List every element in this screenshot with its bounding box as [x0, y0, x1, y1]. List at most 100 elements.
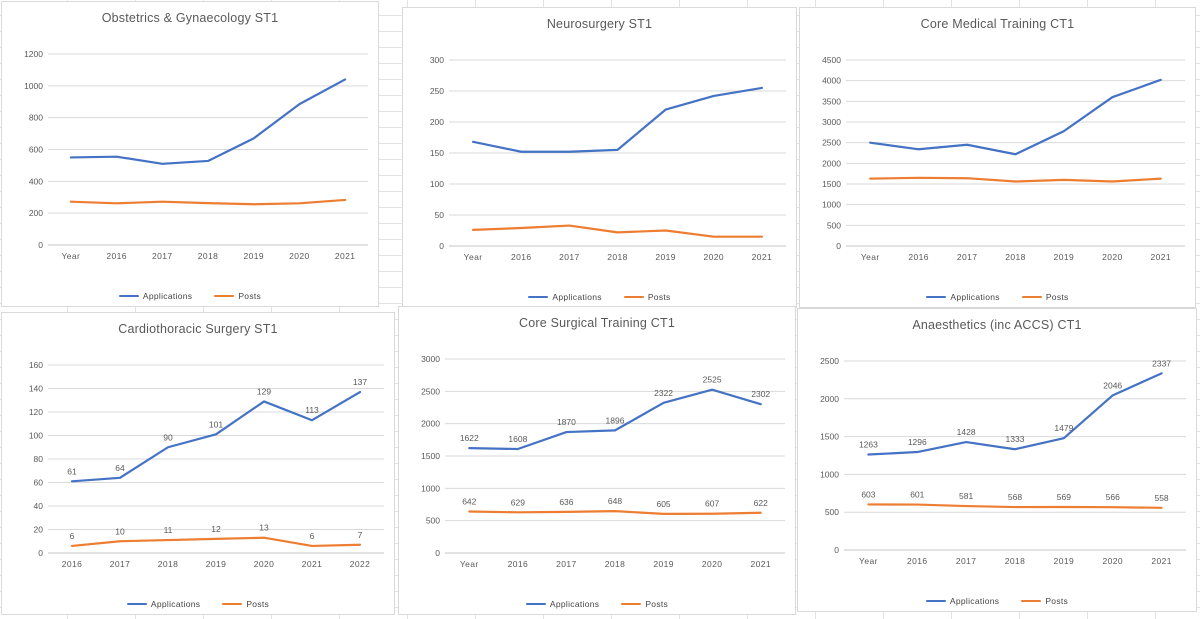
x-axis-label: 2019 [655, 252, 676, 262]
x-axis-label: 2017 [559, 252, 580, 262]
chart-panel-neurosurgery-st1[interactable]: 0 50 100 150 200 250 300 Year 2016 2017 2018 2019 20… [402, 7, 797, 308]
chart-legend: Applications Posts [403, 292, 796, 302]
legend-label: Posts [1045, 292, 1069, 302]
data-label: 7 [358, 530, 363, 540]
x-axis-label: 2018 [605, 559, 626, 569]
y-axis-label: 100 [430, 179, 444, 189]
x-axis-label: 2016 [106, 251, 127, 261]
y-axis-label: 800 [29, 113, 43, 123]
x-axis-label: 2016 [908, 252, 929, 262]
legend-item-applications: Applications [126, 599, 201, 609]
legend-item-posts: Posts [214, 291, 261, 301]
data-label: 1479 [1054, 423, 1073, 433]
data-label: 569 [1057, 492, 1071, 502]
y-axis-label: 0 [439, 241, 444, 251]
y-axis-label: 60 [34, 478, 44, 488]
data-label: 1296 [908, 437, 927, 447]
y-axis-label: 120 [29, 407, 43, 417]
chart-plot: 0 20 40 60 80 100 120 140 160 2016 2017 2018 2019 202… [29, 360, 384, 569]
posts-line [471, 224, 764, 238]
legend-item-applications: Applications [925, 596, 1000, 606]
legend-item-posts: Posts [1021, 292, 1069, 302]
x-axis-label: 2021 [750, 559, 771, 569]
applications-line [869, 78, 1162, 156]
x-axis-label: 2018 [198, 251, 219, 261]
x-axis-label: 2017 [152, 251, 173, 261]
legend-item-posts: Posts [621, 599, 668, 609]
posts-line [468, 509, 762, 515]
y-axis-label: 300 [430, 55, 444, 65]
chart-plot: 0 500 1000 1500 2000 2500 Year 2016 2017 2018 2019… [820, 356, 1186, 566]
data-label: 558 [1154, 493, 1168, 503]
applications-line-swatch [926, 295, 947, 299]
y-axis-label: 200 [430, 117, 444, 127]
chart-legend: Applications Posts [399, 599, 795, 609]
x-axis-label: 2020 [254, 559, 275, 569]
applications-line-swatch [126, 602, 147, 606]
x-axis-label: 2021 [752, 252, 773, 262]
x-axis-label: 2018 [158, 559, 179, 569]
x-axis-label: 2020 [702, 559, 723, 569]
data-label: 605 [656, 499, 670, 509]
posts-line-swatch [621, 602, 642, 606]
y-axis-label: 600 [29, 145, 43, 155]
data-label: 6 [70, 531, 75, 541]
x-axis-label: 2016 [907, 556, 928, 566]
legend-label: Applications [949, 596, 1000, 606]
chart-title: Cardiothoracic Surgery ST1 [118, 322, 278, 336]
data-label: 6 [310, 531, 315, 541]
y-axis-label: 1000 [421, 483, 440, 493]
x-axis-label: Year [61, 251, 80, 261]
chart-legend: Applications Posts [2, 599, 394, 609]
y-axis-label: 3000 [822, 117, 841, 127]
posts-line [69, 198, 347, 206]
data-label: 622 [754, 498, 768, 508]
chart-panel-core-surgical-training-ct1[interactable]: 0 500 1000 1500 2000 2500 3000 Year 2016 2017 2018… [398, 306, 796, 615]
y-axis-label: 2500 [820, 356, 839, 366]
legend-label: Applications [150, 599, 201, 609]
legend-label: Posts [647, 292, 671, 302]
data-label: 636 [559, 497, 573, 507]
data-label: 601 [910, 490, 924, 500]
applications-line [468, 388, 762, 451]
data-label: 2322 [654, 388, 673, 398]
x-axis-label: 2016 [508, 559, 529, 569]
chart-legend: Applications Posts [800, 292, 1195, 302]
data-label: 13 [259, 523, 269, 533]
x-axis-label: 2019 [243, 251, 264, 261]
x-axis-label: 2017 [957, 252, 978, 262]
y-axis-label: 0 [435, 548, 440, 558]
chart-panel-core-medical-training-ct1[interactable]: 0 500 1000 1500 2000 2500 3000 3500 4000 4500 Year… [799, 7, 1196, 308]
data-label: 12 [211, 524, 221, 534]
x-axis-label: 2017 [956, 556, 977, 566]
y-axis-label: 0 [38, 548, 43, 558]
x-axis-label: 2019 [653, 559, 674, 569]
y-axis-label: 100 [29, 431, 43, 441]
chart-panel-cardiothoracic-surgery-st1[interactable]: 0 20 40 60 80 100 120 140 160 2016 2017 2018 2019 202… [1, 312, 395, 615]
y-axis-label: 3500 [822, 96, 841, 106]
posts-line-swatch [623, 295, 644, 299]
x-axis-label: 2019 [1054, 252, 1075, 262]
data-label: 566 [1106, 492, 1120, 502]
legend-item-posts: Posts [222, 599, 269, 609]
y-axis-label: 500 [426, 516, 440, 526]
data-label: 2302 [751, 389, 770, 399]
y-axis-label: 2000 [822, 158, 841, 168]
chart-title: Anaesthetics (inc ACCS) CT1 [912, 318, 1082, 332]
legend-label: Applications [950, 292, 1000, 302]
x-axis-label: Year [464, 252, 483, 262]
y-axis-label: 80 [34, 454, 44, 464]
y-axis-label: 500 [825, 507, 839, 517]
data-label: 113 [305, 405, 319, 415]
y-axis-label: 50 [435, 210, 445, 220]
x-axis-label: Year [859, 556, 878, 566]
data-label: 11 [164, 525, 173, 535]
data-label: 1608 [508, 434, 527, 444]
data-label: 1622 [460, 433, 479, 443]
x-axis-label: 2022 [350, 559, 371, 569]
chart-panel-anaesthetics-inc-accs-ct1[interactable]: 0 500 1000 1500 2000 2500 Year 2016 2017 2018 2019… [797, 308, 1197, 612]
applications-line [867, 372, 1163, 456]
x-axis-label: 2019 [1054, 556, 1075, 566]
chart-panel-obstetrics-gynaecology-st1[interactable]: 0 200 400 600 800 1000 1200 Year 2016 2017 2018 201… [1, 1, 379, 307]
y-axis-label: 3000 [421, 354, 440, 364]
